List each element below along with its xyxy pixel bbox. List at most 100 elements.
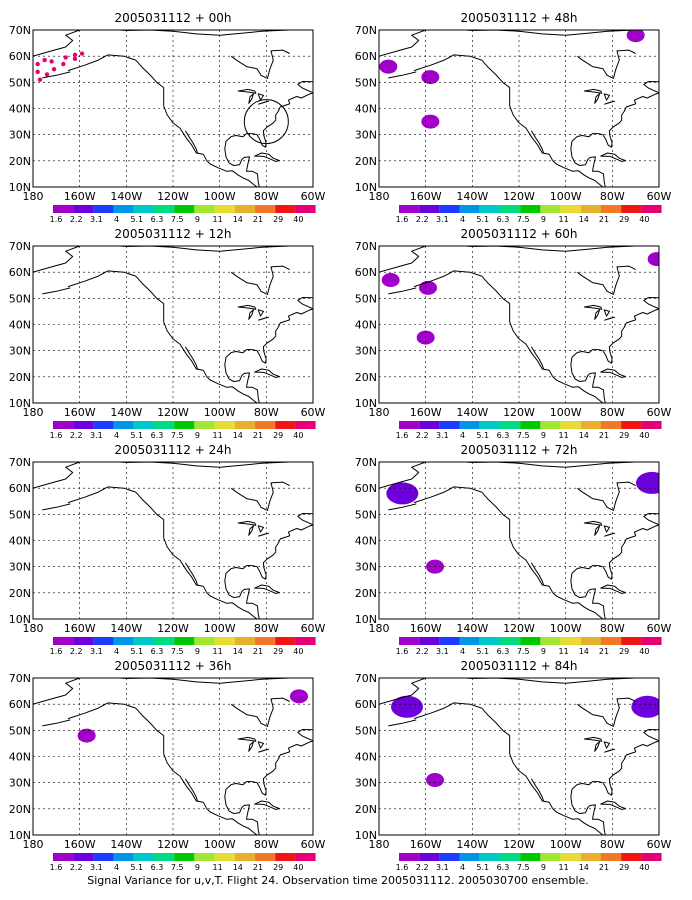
- x-tick-label: 60W: [301, 622, 326, 635]
- coastline: [33, 246, 290, 273]
- panel-title: 2005031112 + 36h: [115, 659, 232, 673]
- variance-region: [636, 471, 659, 494]
- lake-outline: [603, 741, 610, 749]
- colorbar-swatch: [399, 853, 420, 861]
- map-area: [379, 30, 659, 187]
- colorbar-swatch: [133, 205, 154, 213]
- x-tick-label: 60W: [647, 622, 672, 635]
- variance-region: [426, 773, 444, 788]
- coastline: [230, 481, 290, 511]
- x-tick-label: 160W: [410, 838, 442, 851]
- coastline: [184, 562, 198, 586]
- colorbar-swatch: [214, 421, 235, 429]
- x-tick-label: 60W: [301, 838, 326, 851]
- colorbar-label: 11: [213, 215, 223, 224]
- x-tick-label: 60W: [647, 838, 672, 851]
- lake-outline: [248, 93, 254, 104]
- colorbar-swatch: [154, 637, 175, 645]
- colorbar-label: 7.5: [517, 431, 530, 440]
- coastline: [184, 346, 198, 370]
- colorbar-swatch: [275, 853, 296, 861]
- coastline: [67, 54, 258, 187]
- colorbar-swatch: [234, 853, 255, 861]
- lake-outline: [594, 93, 600, 104]
- colorbar-swatch: [154, 205, 175, 213]
- coastline: [388, 503, 417, 511]
- colorbar-swatch: [73, 205, 94, 213]
- variance-region: [626, 30, 645, 43]
- y-tick-label: 40N: [9, 319, 31, 332]
- colorbar-label: 11: [213, 863, 223, 872]
- coastline: [576, 265, 636, 295]
- colorbar-swatch: [234, 205, 255, 213]
- map-panel: 2005031112 + 72h 10N 20N 30N 40N 50N 60N 70N 180…: [355, 443, 672, 656]
- colorbar-swatch: [500, 637, 521, 645]
- map-area: [33, 678, 313, 835]
- x-tick-label: 120W: [503, 190, 535, 203]
- colorbar-label: 29: [273, 215, 283, 224]
- coastline: [42, 719, 71, 727]
- colorbar-label: 5.1: [130, 863, 143, 872]
- coastline: [576, 49, 636, 79]
- y-tick-label: 70N: [9, 24, 31, 37]
- colorbar-swatch: [194, 637, 215, 645]
- colorbar-label: 2.2: [416, 647, 429, 656]
- colorbar-label: 29: [619, 863, 629, 872]
- x-tick-label: 120W: [157, 622, 189, 635]
- x-tick-label: 60W: [647, 190, 672, 203]
- coastline: [530, 778, 544, 802]
- colorbar-swatch: [419, 421, 440, 429]
- colorbar-label: 2.2: [416, 215, 429, 224]
- map-area: [33, 30, 313, 187]
- y-tick-label: 10N: [355, 181, 377, 194]
- lake-outline: [237, 520, 257, 526]
- variance-region: [647, 252, 659, 267]
- y-tick-label: 60N: [355, 266, 377, 279]
- colorbar-swatch: [520, 421, 541, 429]
- lake-outline: [248, 309, 254, 320]
- y-tick-label: 70N: [9, 672, 31, 685]
- coastline: [530, 346, 544, 370]
- lake-outline: [603, 93, 610, 101]
- colorbar-label: 1.6: [396, 863, 409, 872]
- colorbar-swatch: [93, 421, 114, 429]
- coastline: [254, 152, 281, 162]
- lake-outline: [258, 316, 270, 321]
- colorbar-label: 6.3: [151, 863, 164, 872]
- y-tick-label: 50N: [355, 292, 377, 305]
- y-tick-label: 40N: [9, 751, 31, 764]
- map-area: [379, 462, 659, 619]
- colorbar-swatch: [133, 421, 154, 429]
- x-tick-label: 100W: [550, 838, 582, 851]
- y-tick-label: 40N: [355, 319, 377, 332]
- colorbar-swatch: [174, 205, 195, 213]
- colorbar-label: 11: [559, 647, 569, 656]
- variance-region: [391, 695, 423, 718]
- y-tick-label: 60N: [355, 482, 377, 495]
- colorbar-swatch: [255, 421, 276, 429]
- y-tick-label: 50N: [355, 508, 377, 521]
- colorbar-label: 2.2: [70, 431, 83, 440]
- colorbar-swatch: [439, 853, 460, 861]
- colorbar-label: 6.3: [151, 215, 164, 224]
- coastline: [570, 513, 659, 619]
- observation-point: [37, 77, 43, 82]
- x-tick-label: 100W: [550, 406, 582, 419]
- colorbar-label: 5.1: [476, 647, 489, 656]
- colorbar-swatch: [459, 421, 480, 429]
- colorbar-label: 7.5: [171, 863, 184, 872]
- colorbar-swatch: [419, 637, 440, 645]
- map-panel: 2005031112 + 84h 10N 20N 30N 40N 50N 60N 70N 180…: [355, 659, 672, 872]
- y-tick-label: 60N: [355, 698, 377, 711]
- colorbar-swatch: [194, 205, 215, 213]
- lake-outline: [603, 309, 610, 317]
- coastline: [570, 729, 659, 835]
- panel-title: 2005031112 + 12h: [115, 227, 232, 241]
- coastline: [42, 503, 71, 511]
- x-tick-label: 140W: [456, 622, 488, 635]
- y-tick-label: 40N: [9, 103, 31, 116]
- y-tick-label: 10N: [9, 613, 31, 626]
- x-tick-label: 180: [369, 622, 390, 635]
- coastline: [379, 30, 636, 57]
